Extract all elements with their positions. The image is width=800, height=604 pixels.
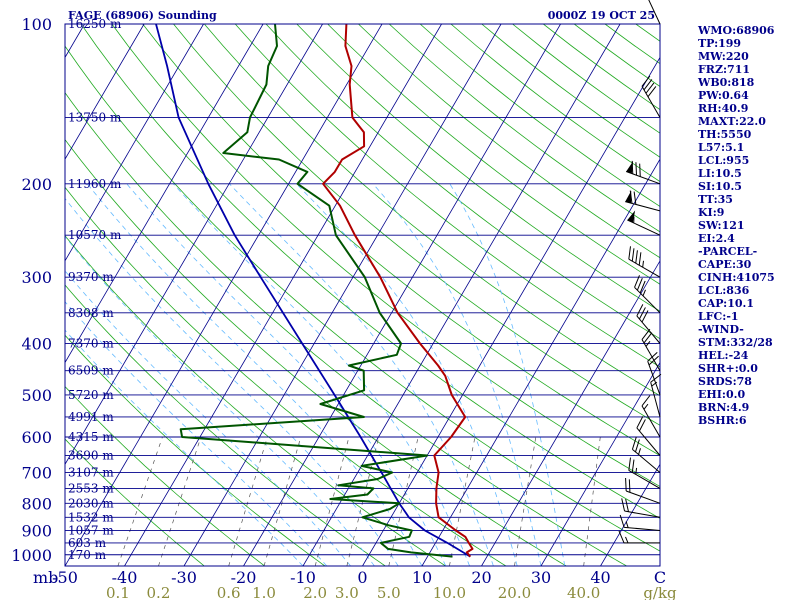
stat-line: MW:220 (698, 50, 798, 63)
mixing-ratio-tick-label: 1.0 (252, 584, 276, 600)
stat-line: LCL:955 (698, 154, 798, 167)
temperature-tick-label: 0 (357, 568, 367, 587)
height-label: 3107 m (68, 466, 114, 480)
height-label: 2553 m (68, 481, 114, 495)
height-label: 13750 m (68, 110, 122, 124)
stat-line: FRZ:711 (698, 63, 798, 76)
stat-line: L57:5.1 (698, 141, 798, 154)
temperature-tick-label: -30 (171, 568, 197, 587)
stat-line: CAPE:30 (698, 258, 798, 271)
mixing-ratio-tick-label: 40.0 (567, 584, 600, 600)
mixing-ratio-tick-label: 10.0 (433, 584, 466, 600)
height-label: 4315 m (68, 430, 114, 444)
stat-line: SHR+:0.0 (698, 362, 798, 375)
height-label: 4991 m (68, 410, 114, 424)
stat-line: TH:5550 (698, 128, 798, 141)
mixing-ratio-tick-label: 2.0 (303, 584, 327, 600)
plot-background (65, 24, 660, 566)
pressure-tick-label: 100 (21, 15, 52, 34)
pressure-tick-label: 400 (21, 335, 52, 354)
height-label: 8308 m (68, 306, 114, 320)
stat-line: CINH:41075 (698, 271, 798, 284)
pressure-tick-label: 900 (21, 521, 52, 540)
stat-line: LCL:836 (698, 284, 798, 297)
height-label: 1532 m (68, 510, 114, 524)
pressure-tick-label: 700 (21, 464, 52, 483)
pressure-tick-label: 200 (21, 175, 52, 194)
mixing-ratio-tick-label: 3.0 (335, 584, 359, 600)
stat-line: TT:35 (698, 193, 798, 206)
stat-line: SRDS:78 (698, 375, 798, 388)
pressure-tick-label: 600 (21, 428, 52, 447)
temperature-tick-label: 20 (471, 568, 491, 587)
mixing-ratio-tick-label: 0.1 (106, 584, 130, 600)
stat-line: WMO:68906 (698, 24, 798, 37)
stat-line: MAXT:22.0 (698, 115, 798, 128)
isotherm-line (0, 24, 25, 566)
height-label: 3690 m (68, 448, 114, 462)
temperature-tick-label: 30 (531, 568, 551, 587)
stat-line: HEL:-24 (698, 349, 798, 362)
mixing-ratio-unit-label: g/kg (643, 584, 677, 600)
stat-line: CAP:10.1 (698, 297, 798, 310)
stat-line: RH:40.9 (698, 102, 798, 115)
stat-line: EHI:0.0 (698, 388, 798, 401)
station-title: FAGE (68906) Sounding (68, 9, 217, 22)
stat-line: SW:121 (698, 219, 798, 232)
stat-line: LI:10.5 (698, 167, 798, 180)
height-label: 6509 m (68, 364, 114, 378)
pressure-tick-label: 500 (21, 386, 52, 405)
mixing-ratio-tick-label: 0.2 (147, 584, 171, 600)
stat-line: WB0:818 (698, 76, 798, 89)
stat-line: BRN:4.9 (698, 401, 798, 414)
height-label: 7370 m (68, 337, 114, 351)
temperature-tick-label: 10 (412, 568, 432, 587)
sounding-time: 0000Z 19 OCT 25 (548, 9, 655, 22)
stat-line: EI:2.4 (698, 232, 798, 245)
height-label: 170 m (68, 548, 107, 562)
stat-line: SI:10.5 (698, 180, 798, 193)
stat-line: KI:9 (698, 206, 798, 219)
stat-line: -WIND- (698, 323, 798, 336)
stat-line: PW:0.64 (698, 89, 798, 102)
mixing-ratio-tick-label: 5.0 (377, 584, 401, 600)
stat-line: LFC:-1 (698, 310, 798, 323)
height-label: 9370 m (68, 270, 114, 284)
pressure-tick-label: 800 (21, 494, 52, 513)
stat-line: BSHR:6 (698, 414, 798, 427)
mixing-ratio-tick-label: 20.0 (498, 584, 531, 600)
height-label: 10570 m (68, 228, 122, 242)
height-label: 2030 m (68, 496, 114, 510)
stat-line: STM:332/28 (698, 336, 798, 349)
pressure-tick-label: 1000 (11, 546, 52, 565)
pressure-unit-label: mb (33, 568, 58, 587)
height-label: 5720 m (68, 388, 114, 402)
mixing-ratio-tick-label: 0.6 (217, 584, 241, 600)
stat-line: -PARCEL- (698, 245, 798, 258)
pressure-tick-label: 300 (21, 268, 52, 287)
stat-line: TP:199 (698, 37, 798, 50)
height-label: 11960 m (68, 177, 122, 191)
